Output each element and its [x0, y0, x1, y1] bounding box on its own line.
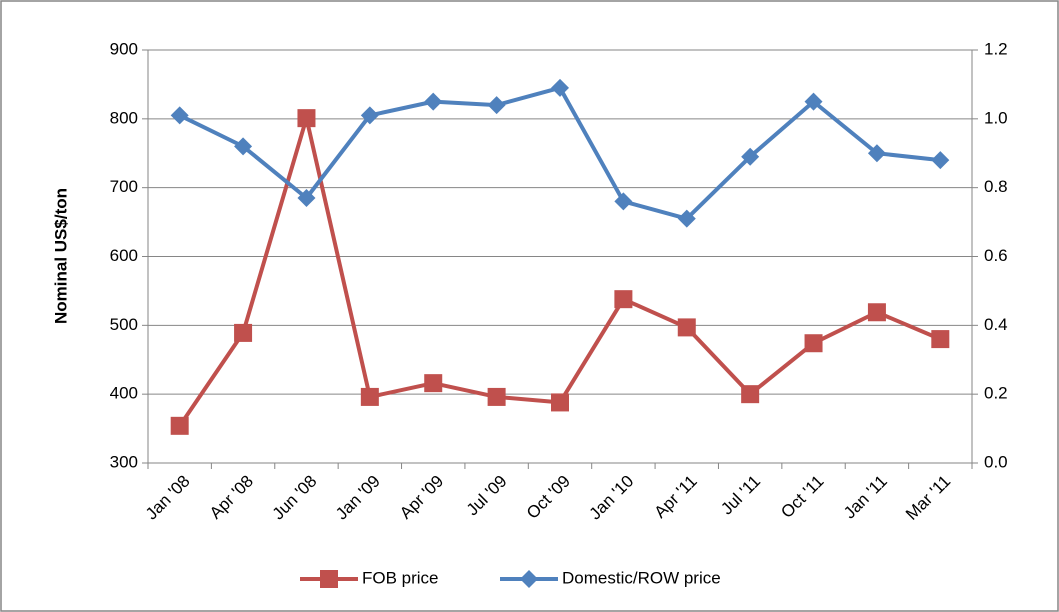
marker: [741, 147, 760, 166]
marker: [234, 323, 253, 342]
marker: [614, 192, 633, 211]
y-tick-label: 700: [110, 177, 138, 196]
y2-tick-label: 1.0: [984, 108, 1008, 127]
marker: [234, 137, 253, 156]
marker: [360, 387, 379, 406]
marker: [424, 92, 443, 111]
marker: [804, 92, 823, 111]
y-tick-label: 800: [110, 108, 138, 127]
marker: [297, 109, 316, 128]
y-tick-label: 500: [110, 315, 138, 334]
y2-tick-label: 0.8: [984, 177, 1008, 196]
marker: [867, 144, 886, 163]
marker: [170, 416, 189, 435]
marker: [741, 385, 760, 404]
marker: [487, 96, 506, 115]
legend-marker: [320, 570, 338, 588]
marker: [931, 151, 950, 170]
marker: [804, 334, 823, 353]
y2-tick-label: 1.2: [984, 39, 1008, 58]
y-tick-label: 400: [110, 384, 138, 403]
marker: [487, 387, 506, 406]
y-tick-label: 900: [110, 39, 138, 58]
marker: [677, 318, 696, 337]
marker: [677, 209, 696, 228]
y-axis-label: Nominal US$/ton: [51, 188, 70, 324]
y2-tick-label: 0.2: [984, 384, 1008, 403]
y2-tick-label: 0.4: [984, 315, 1008, 334]
legend-marker: [520, 570, 538, 588]
legend-label: Domestic/ROW price: [562, 568, 721, 587]
marker: [424, 374, 443, 393]
marker: [297, 188, 316, 207]
marker: [867, 303, 886, 322]
marker: [551, 78, 569, 97]
y-tick-label: 300: [110, 452, 138, 471]
marker: [360, 106, 379, 125]
legend-label: FOB price: [362, 568, 439, 587]
marker: [551, 393, 569, 412]
y2-tick-label: 0.6: [984, 246, 1008, 265]
marker: [170, 106, 189, 125]
y-tick-label: 600: [110, 246, 138, 265]
y2-tick-label: 0.0: [984, 452, 1008, 471]
marker: [931, 330, 950, 349]
marker: [614, 290, 633, 309]
